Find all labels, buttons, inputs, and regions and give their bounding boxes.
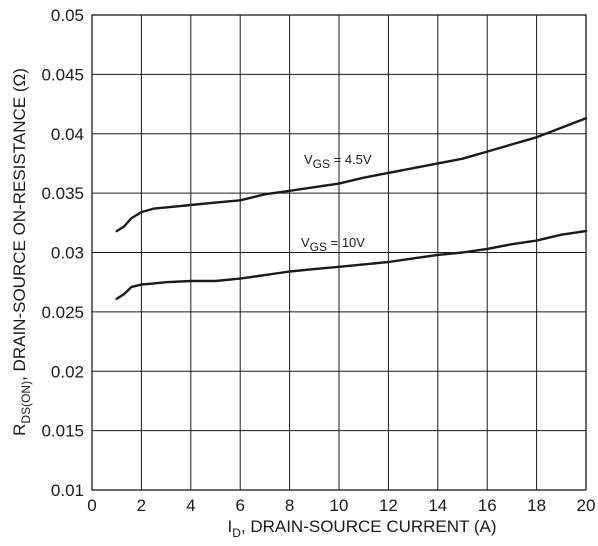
x-tick-label: 0: [87, 496, 96, 515]
y-tick-label: 0.015: [41, 422, 84, 441]
series-label-sub: GS: [310, 240, 327, 254]
series-line-vgs-4-5v: [115, 117, 588, 233]
y-tick-label: 0.04: [51, 125, 84, 144]
x-axis-label-sub: D: [232, 526, 241, 540]
y-tick-label: 0.045: [41, 65, 84, 84]
series-label-main: V: [304, 152, 313, 167]
x-tick-label: 16: [478, 496, 497, 515]
x-tick-label: 2: [137, 496, 146, 515]
x-tick-label: 8: [285, 496, 294, 515]
y-axis-label-rest: , DRAIN-SOURCE ON-RESISTANCE (Ω): [10, 68, 29, 381]
x-tick-label: 14: [428, 496, 447, 515]
y-tick-label: 0.025: [41, 303, 84, 322]
x-axis-label: ID, DRAIN-SOURCE CURRENT (A): [227, 517, 496, 540]
x-axis-label-rest: , DRAIN-SOURCE CURRENT (A): [241, 517, 497, 536]
series-group: [115, 117, 588, 300]
series-label-vgs-10v: VGS = 10V: [301, 235, 365, 254]
x-axis-label-main: I: [227, 517, 232, 536]
y-tick-label: 0.035: [41, 184, 84, 203]
tick-labels: 0 2 4 6 8 10 12 14 16 18 20 0.01 0.015 0.02 0.025 0.03 0…: [41, 6, 595, 515]
series-label-vgs-4-5v: VGS = 4.5V: [304, 152, 372, 171]
x-tick-label: 18: [527, 496, 546, 515]
plot-frame: [91, 14, 587, 491]
series-label-sub: GS: [313, 157, 330, 171]
x-tick-label: 20: [577, 496, 596, 515]
series-label-rest: = 10V: [327, 235, 365, 250]
series-label-main: V: [301, 235, 310, 250]
x-tick-label: 12: [379, 496, 398, 515]
series-line-vgs-10v: [115, 229, 588, 300]
y-tick-label: 0.02: [51, 362, 84, 381]
y-tick-label: 0.05: [51, 6, 84, 25]
y-tick-label: 0.01: [51, 481, 84, 500]
x-tick-label: 6: [235, 496, 244, 515]
x-tick-label: 10: [330, 496, 349, 515]
grid: [91, 14, 587, 491]
x-tick-label: 4: [186, 496, 195, 515]
series-label-rest: = 4.5V: [330, 152, 372, 167]
y-axis-label: RDS(ON), DRAIN-SOURCE ON-RESISTANCE (Ω): [10, 68, 33, 436]
y-axis-label-main: R: [10, 424, 29, 436]
y-tick-label: 0.03: [51, 244, 84, 263]
y-axis-label-sub: DS(ON): [19, 381, 33, 424]
